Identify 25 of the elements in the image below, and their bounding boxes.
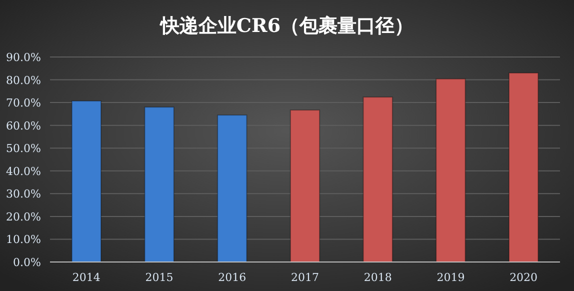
x-tick-label: 2016 [218,271,246,284]
y-tick-label: 50.0% [6,142,41,156]
bar [508,72,539,262]
bar [290,110,320,262]
y-tick-label: 70.0% [6,96,41,110]
y-tick-label: 40.0% [6,164,41,178]
x-tick-label: 2018 [364,271,392,284]
x-tick-label: 2014 [72,271,100,284]
bar [71,100,102,262]
y-tick-label: 90.0% [6,51,41,64]
bar [217,114,248,262]
y-tick-label: 30.0% [6,188,41,201]
bar [144,106,174,262]
x-tick-label: 2019 [436,271,465,284]
bar [436,78,466,262]
y-tick-label: 60.0% [6,119,41,132]
bar [362,96,393,262]
y-tick-label: 80.0% [6,74,41,87]
x-tick-label: 2020 [510,271,538,284]
x-tick-label: 2017 [291,271,319,284]
y-tick-label: 0.0% [13,256,41,269]
x-tick-label: 2015 [145,271,174,284]
y-tick-label: 10.0% [6,233,41,246]
y-tick-label: 20.0% [6,210,41,224]
chart-title: 快递企业CR6（包裹量口径） [158,15,414,37]
